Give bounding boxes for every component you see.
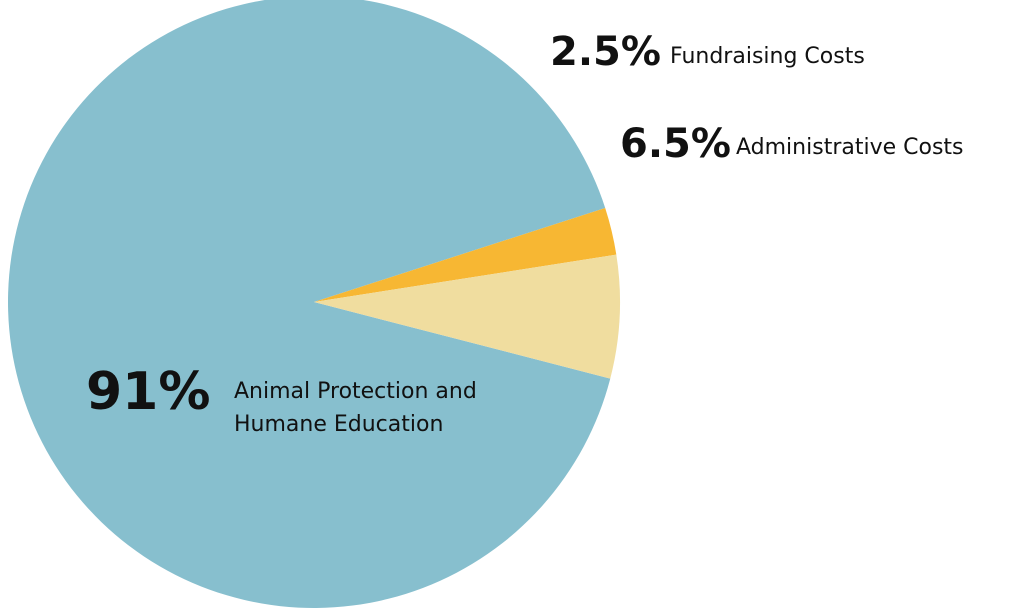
slice-label-text-fundraising: Fundraising Costs <box>670 44 865 69</box>
slice-label-fundraising: 2.5% Fundraising Costs <box>550 29 865 75</box>
slice-animal-protection <box>8 0 611 608</box>
pie-slices <box>8 0 621 608</box>
slice-administrative <box>314 254 621 379</box>
slice-label-text-animal-protection-line2: Humane Education <box>234 412 443 437</box>
slice-percent-administrative: 6.5% <box>620 121 731 167</box>
slice-fundraising <box>314 207 617 302</box>
slice-label-text-administrative: Administrative Costs <box>736 135 964 160</box>
slice-label-text-animal-protection-line1: Animal Protection and <box>234 379 477 404</box>
slice-percent-animal-protection: 91% <box>86 362 210 422</box>
slice-label-animal-protection: 91% Animal Protection and Humane Educati… <box>86 362 477 437</box>
slice-label-administrative: 6.5% Administrative Costs <box>620 121 964 167</box>
slice-percent-fundraising: 2.5% <box>550 29 661 75</box>
